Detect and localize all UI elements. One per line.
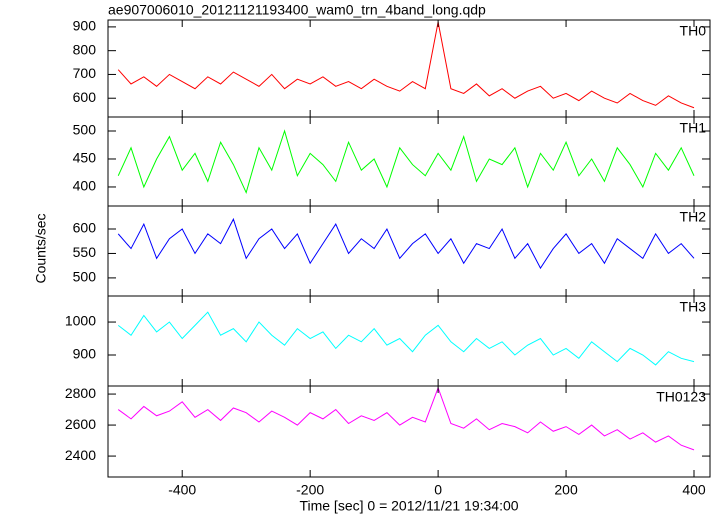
x-tick-label: 400 <box>682 482 706 498</box>
y-tick-label: 500 <box>73 122 97 138</box>
series-label: TH1 <box>680 120 707 136</box>
series-line <box>117 22 695 109</box>
chart-title: ae907006010_20121121193400_wam0_trn_4ban… <box>108 2 486 18</box>
y-tick-label: 1000 <box>65 313 96 329</box>
x-tick-label: -400 <box>168 482 196 498</box>
x-tick-label: 0 <box>434 482 442 498</box>
series-label: TH0123 <box>656 389 706 405</box>
y-tick-label: 900 <box>73 346 97 362</box>
series-label: TH3 <box>680 299 707 315</box>
series-label: TH0 <box>680 23 707 39</box>
series-label: TH2 <box>680 209 707 225</box>
x-tick-label: -200 <box>296 482 324 498</box>
panel-frame <box>107 19 711 118</box>
y-tick-label: 800 <box>73 41 97 57</box>
series-line <box>117 311 695 366</box>
series-line <box>117 217 695 270</box>
x-axis-label: Time [sec] 0 = 2012/11/21 19:34:00 <box>299 498 518 514</box>
panel-frame <box>107 205 711 297</box>
x-tick-label: 200 <box>554 482 578 498</box>
y-tick-label: 900 <box>73 18 97 34</box>
y-tick-label: 2600 <box>65 416 96 432</box>
y-tick-label: 2400 <box>65 447 96 463</box>
y-tick-label: 400 <box>73 178 97 194</box>
y-tick-label: 600 <box>73 220 97 236</box>
panel-frame <box>107 295 711 387</box>
y-tick-label: 500 <box>73 269 97 285</box>
y-tick-label: 600 <box>73 89 97 105</box>
y-tick-label: 450 <box>73 150 97 166</box>
y-tick-label: 550 <box>73 244 97 260</box>
series-line <box>117 386 695 451</box>
y-axis-label: Counts/sec <box>33 213 49 283</box>
panel-frame <box>107 385 711 478</box>
y-tick-label: 2800 <box>65 385 96 401</box>
series-line <box>117 129 695 195</box>
y-tick-label: 700 <box>73 65 97 81</box>
